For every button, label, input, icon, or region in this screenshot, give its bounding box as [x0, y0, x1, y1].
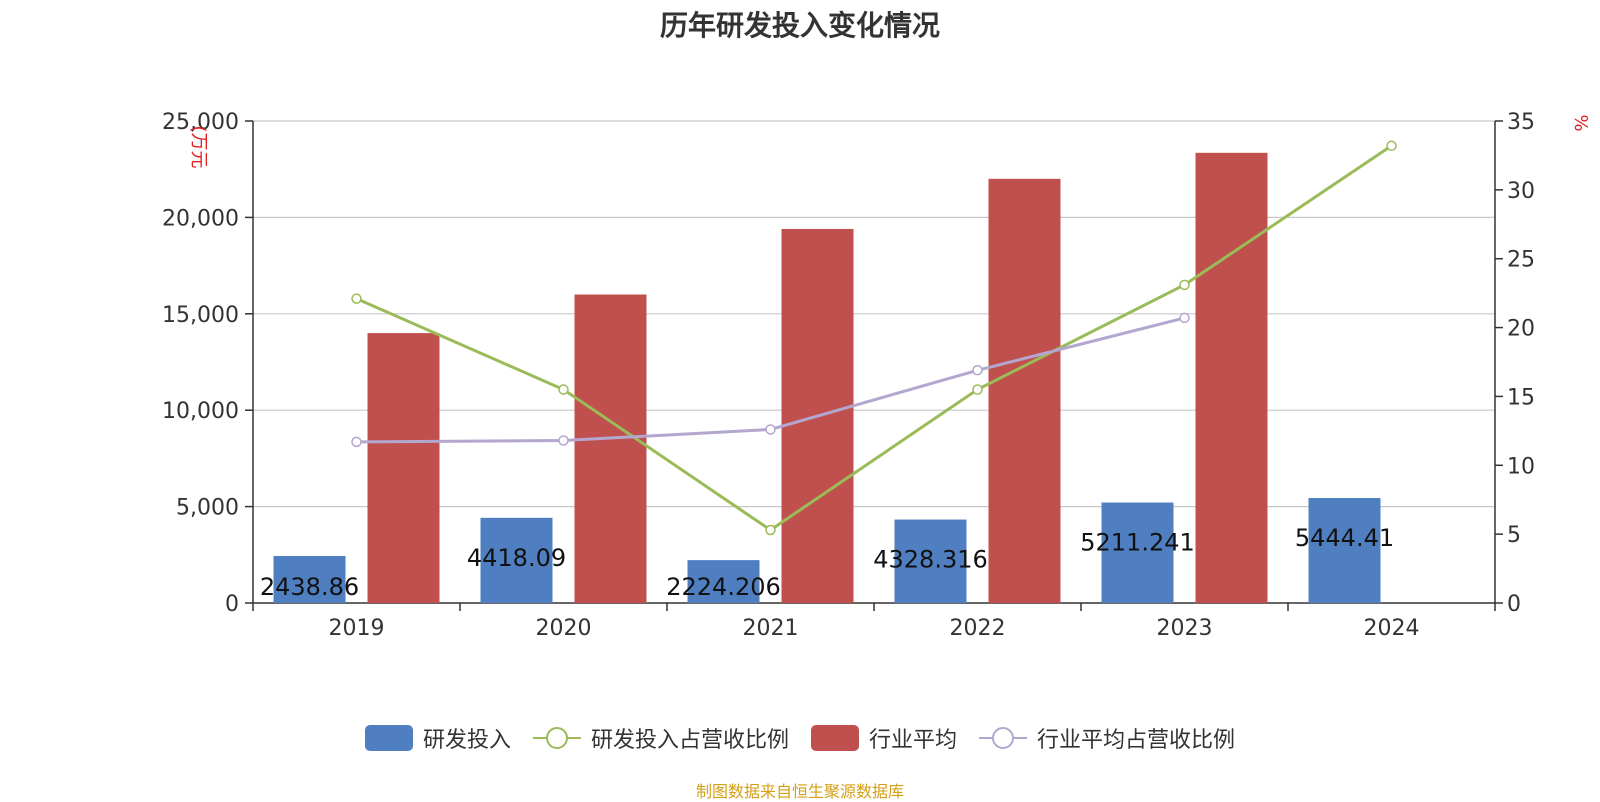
line-rd-ratio-point: [1386, 140, 1397, 152]
data-label-rd-investment: 5211.241: [1080, 529, 1195, 557]
data-label-rd-investment: 2224.206: [666, 573, 781, 601]
bar-rd-investment: [480, 517, 553, 603]
x-tick-label: 2020: [536, 616, 592, 641]
y-left-tick-label: 0: [225, 592, 239, 617]
line-rd-ratio-point: [972, 384, 983, 395]
legend-item-industry-average[interactable]: 行业平均: [811, 722, 957, 754]
line-rd-ratio-point: [765, 524, 776, 536]
legend-swatch-industry-ratio: [979, 727, 1028, 749]
x-tick-label: 2022: [950, 616, 1006, 641]
y-right-tick-label: 25: [1507, 248, 1535, 273]
legend-label-industry-average: 行业平均: [869, 728, 958, 753]
legend-item-rd-investment[interactable]: 研发投入: [364, 722, 511, 754]
line-rd-ratio-point: [351, 293, 362, 304]
source-note: 制图数据来自恒生聚源数据库: [695, 782, 904, 801]
x-tick-label: 2024: [1364, 616, 1420, 641]
line-industry-ratio-point: [1179, 312, 1190, 324]
bar-industry-average: [1195, 152, 1268, 603]
y-left-tick-label: 15,000: [162, 303, 239, 328]
bar-industry-average: [574, 294, 647, 603]
y-left-tick-label: 25,000: [162, 110, 239, 135]
x-tick-label: 2021: [743, 616, 799, 641]
bar-rd-investment: [687, 560, 760, 603]
bar-rd-investment: [894, 519, 967, 603]
y-right-tick-label: 0: [1507, 592, 1521, 617]
line-rd-ratio-point: [558, 384, 569, 395]
y-right-tick-label: 15: [1507, 385, 1535, 410]
line-industry-ratio-point: [558, 435, 569, 446]
y-left-axis-label: (万元: [188, 125, 209, 168]
y-right-tick-label: 5: [1507, 523, 1521, 548]
data-label-rd-investment: 4418.09: [467, 544, 566, 572]
y-right-axis-label: %: [1570, 114, 1591, 131]
line-rd-ratio-point: [1179, 279, 1190, 291]
legend-swatch-industry-average: [811, 725, 859, 751]
chart-title: 历年研发投入变化情况: [659, 9, 940, 42]
line-rd-ratio: [355, 144, 1393, 532]
y-left-tick-label: 5,000: [176, 496, 239, 521]
legend-swatch-rd-investment: [364, 725, 413, 751]
data-label-rd-investment: 2438.86: [260, 573, 359, 601]
data-label-rd-investment: 5444.41: [1295, 524, 1394, 552]
legend: 研发投入 研发投入占营收比例 行业平均 行业平均占营收比例: [0, 722, 1600, 754]
y-right-tick-label: 10: [1507, 454, 1535, 479]
bar-rd-investment: [1308, 498, 1381, 603]
legend-label-rd-investment: 研发投入: [422, 728, 511, 753]
bar-rd-investment: [1101, 502, 1174, 603]
x-tick-label: 2023: [1157, 616, 1213, 641]
y-right-tick-label: 35: [1507, 110, 1535, 135]
line-industry-ratio-point: [972, 365, 983, 376]
y-right-tick-label: 30: [1507, 179, 1535, 204]
legend-item-industry-ratio[interactable]: 行业平均占营收比例: [979, 722, 1235, 754]
bar-industry-average: [988, 178, 1061, 603]
y-left-tick-label: 10,000: [162, 399, 239, 424]
y-right-tick-label: 20: [1507, 317, 1535, 342]
data-label-rd-investment: 4328.316: [873, 546, 988, 574]
y-left-tick-label: 20,000: [162, 206, 239, 231]
line-industry-ratio-point: [351, 436, 362, 448]
legend-item-rd-ratio[interactable]: 研发投入占营收比例: [532, 722, 789, 754]
legend-label-rd-ratio: 研发投入占营收比例: [590, 728, 789, 753]
x-tick-label: 2019: [329, 616, 385, 641]
line-industry-ratio-point: [765, 424, 776, 435]
bar-industry-average: [367, 333, 440, 603]
legend-label-industry-ratio: 行业平均占营收比例: [1037, 728, 1236, 753]
legend-swatch-rd-ratio: [532, 727, 581, 749]
bar-rd-investment: [273, 555, 346, 603]
